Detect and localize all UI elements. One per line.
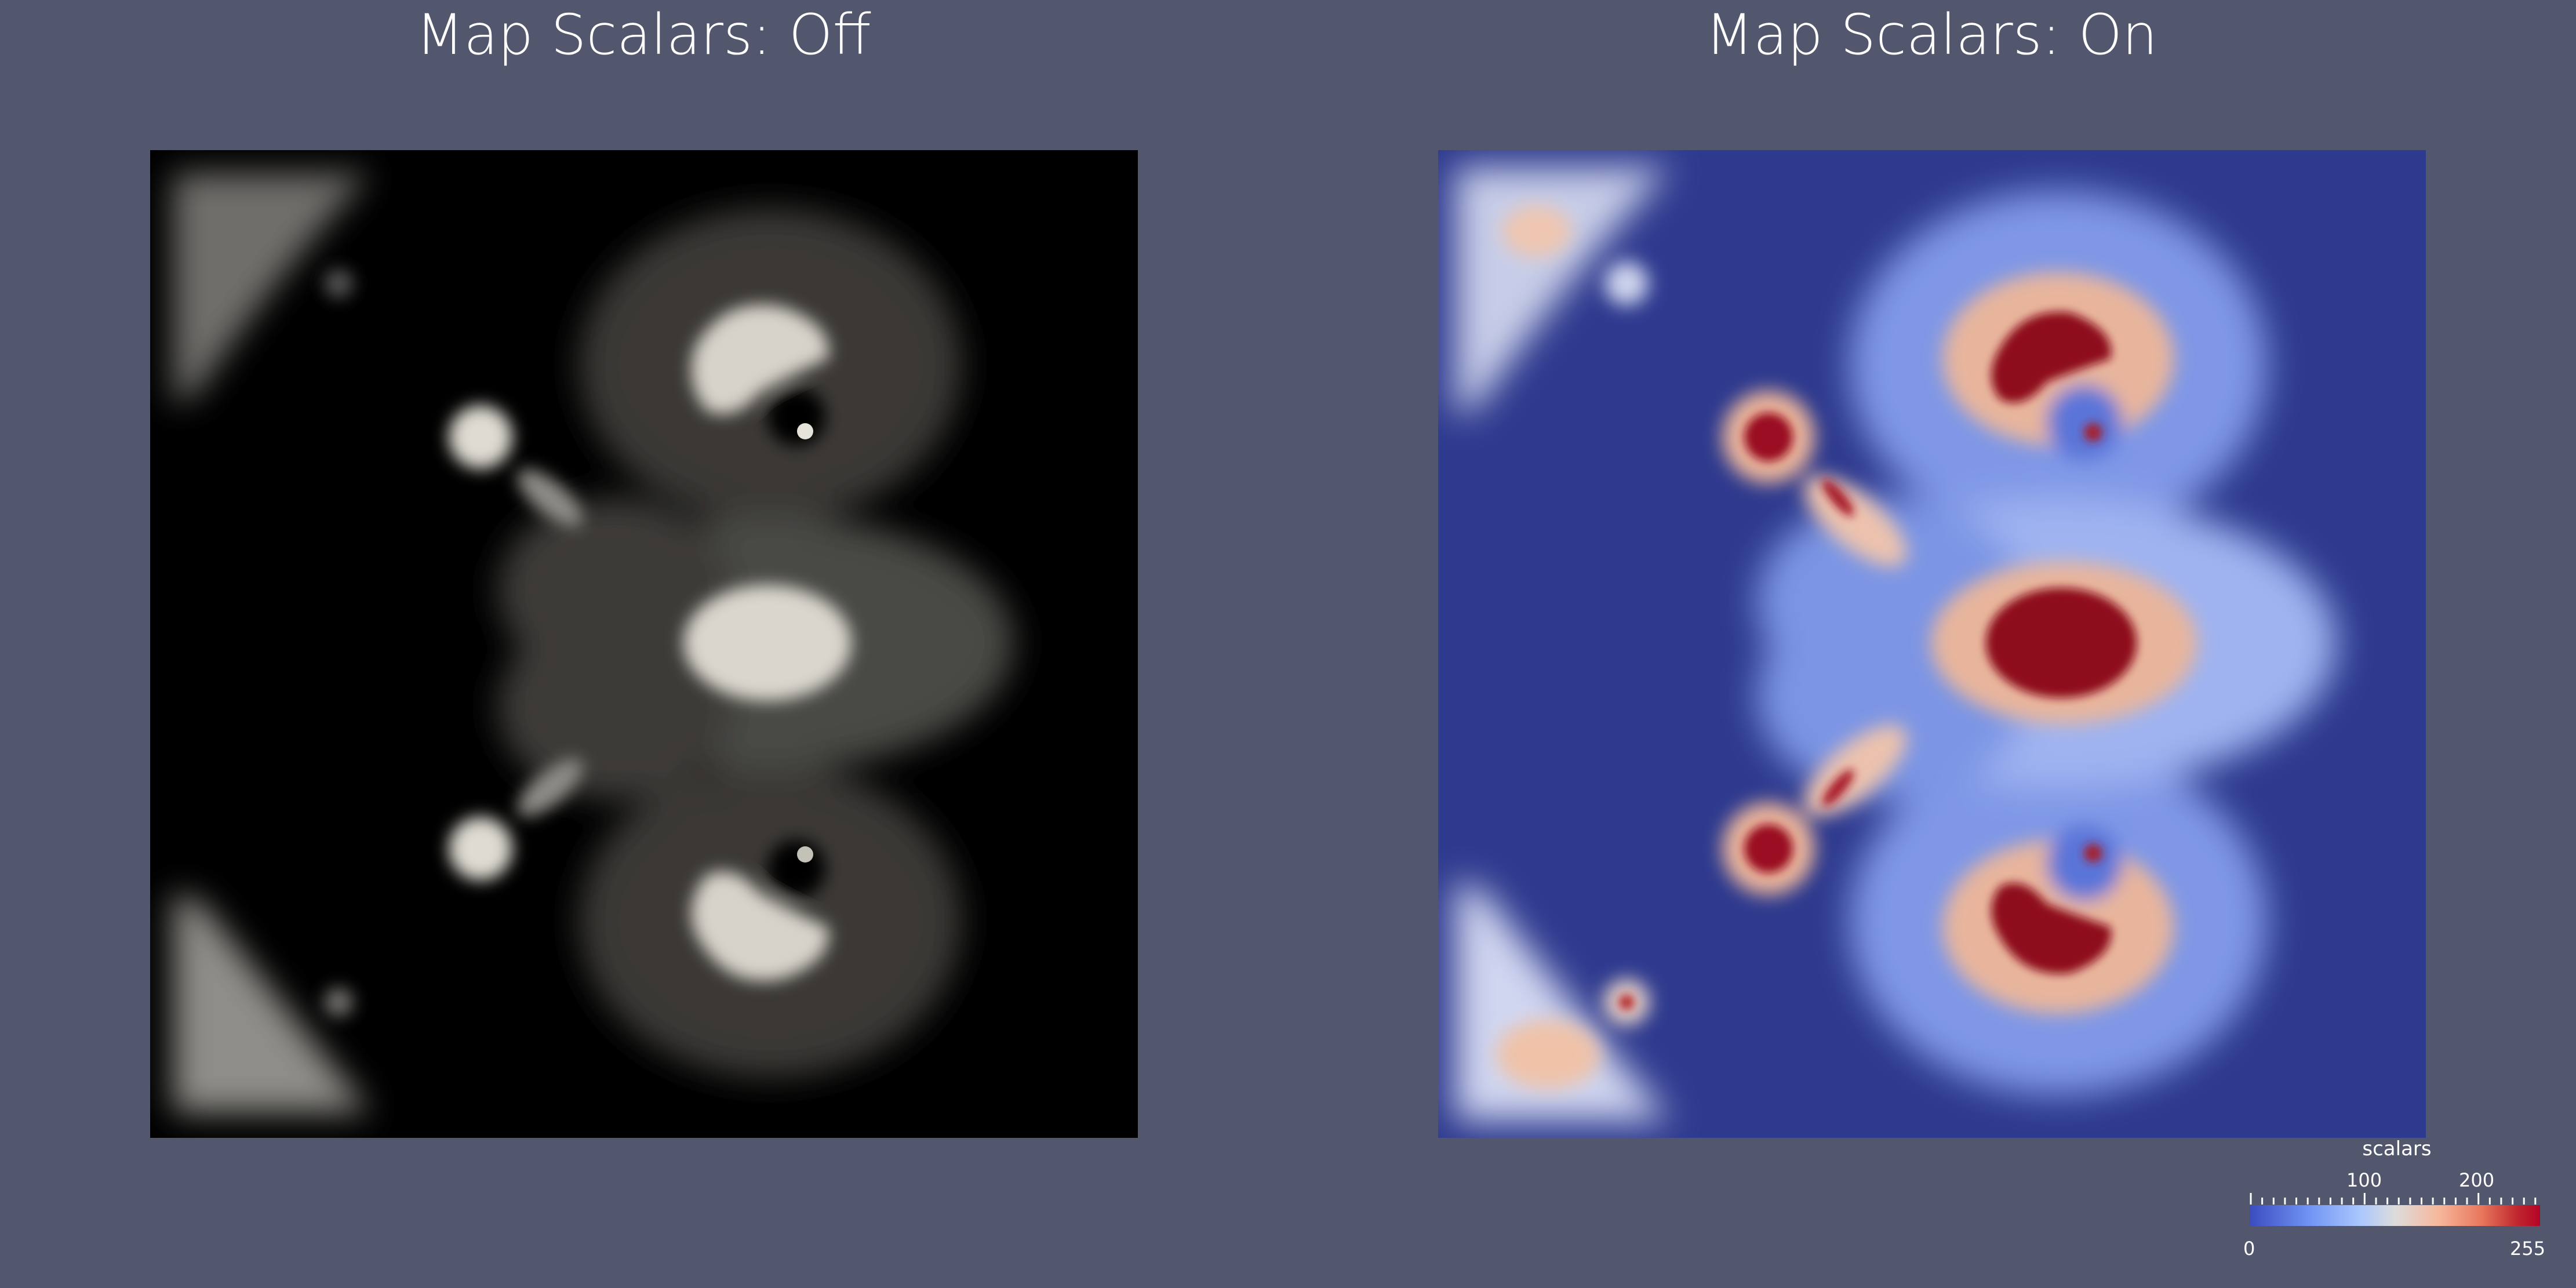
scalar-bar-label-min: 0 <box>2243 1238 2255 1260</box>
scalar-bar-label-200: 200 <box>2459 1169 2495 1191</box>
scalar-bar-colormap <box>2250 1205 2540 1226</box>
scalar-bar-title: scalars <box>2362 1137 2432 1160</box>
right-scalar-field <box>1438 150 2426 1138</box>
right-view-title: Map Scalars: On <box>1705 2 2157 67</box>
left-scalar-field <box>150 150 1138 1138</box>
left-view-title: Map Scalars: Off <box>416 2 871 67</box>
left-render-view[interactable] <box>150 150 1138 1138</box>
scalar-bar-label-100: 100 <box>2346 1169 2382 1191</box>
right-render-view[interactable] <box>1438 150 2426 1138</box>
scalar-bar-label-max: 255 <box>2510 1238 2546 1260</box>
scalar-bar-ticks <box>2250 1193 2537 1205</box>
